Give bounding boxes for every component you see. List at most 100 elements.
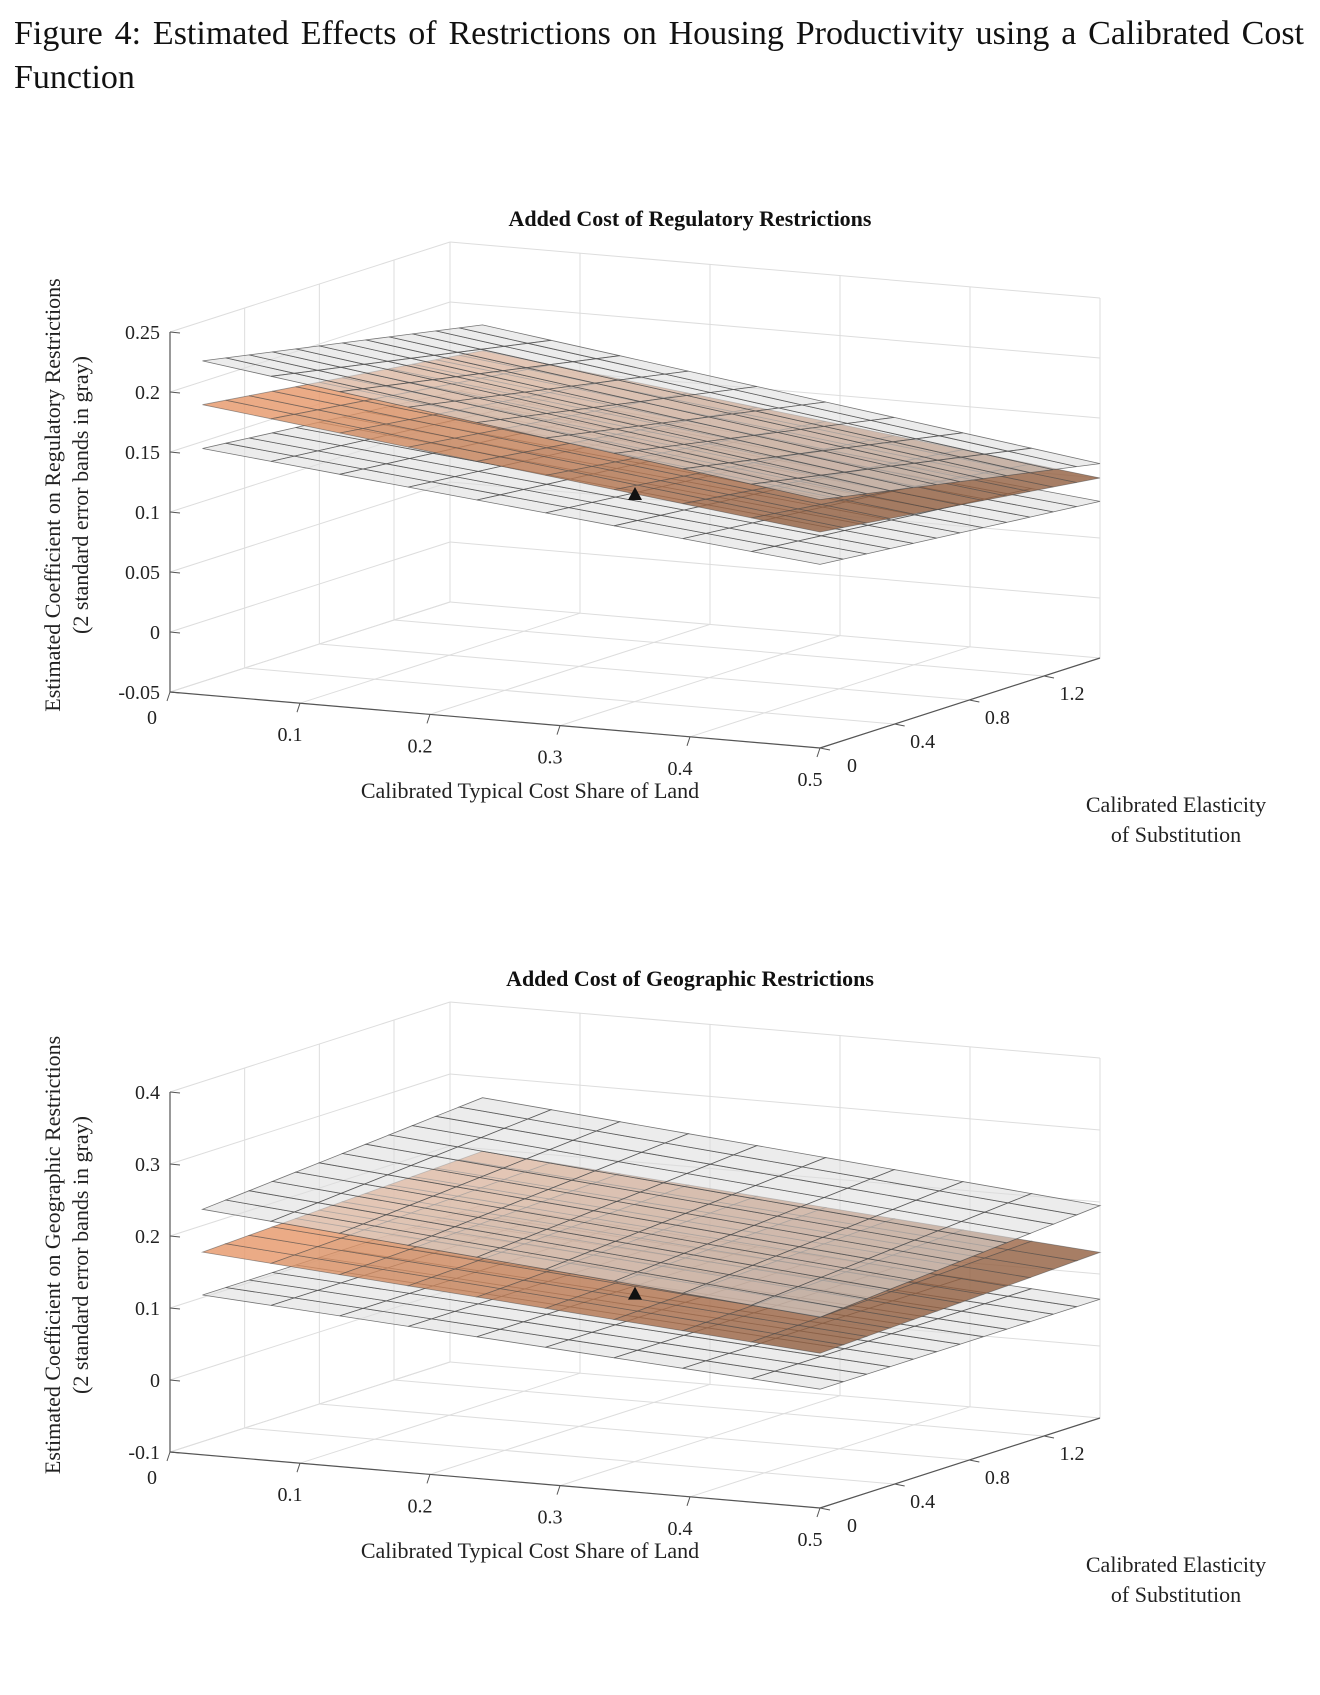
grid-line [319, 1403, 970, 1461]
z-tick-label: 0.05 [125, 562, 160, 584]
x-tick-label: 0 [147, 707, 157, 729]
x-tick-mark [166, 1451, 171, 1462]
grid-line [689, 646, 971, 738]
y-tick-label: 0.8 [985, 1467, 1010, 1489]
grid-line [244, 1427, 895, 1485]
z-tick-mark [169, 1163, 181, 1166]
x-tick-mark [556, 725, 561, 735]
y-tick-mark [894, 1483, 905, 1487]
z-tick-label: 0.2 [135, 382, 160, 404]
x-tick-mark [166, 691, 171, 702]
grid-line [169, 1001, 451, 1093]
x-axis-line [169, 691, 821, 749]
y-tick-label: 0 [847, 1515, 857, 1537]
z-tick-mark [169, 331, 181, 334]
y-axis-label-line1: Calibrated Elasticity [1086, 792, 1266, 817]
z-tick-mark [169, 691, 181, 694]
y-tick-mark [1043, 675, 1055, 679]
x-axis-label: Calibrated Typical Cost Share of Land [361, 778, 699, 803]
z-tick-mark [169, 1091, 181, 1094]
estimate-marker [628, 1286, 642, 1300]
z-axis-label-line1: Estimated Coefficient on Regulatory Rest… [40, 278, 65, 711]
z-tick-label: -0.1 [128, 1442, 160, 1464]
x-tick-mark [556, 1485, 561, 1495]
z-axis-label-line2: (2 standard error bands in gray) [68, 356, 93, 634]
y-tick-mark [819, 747, 831, 751]
grid-line [449, 241, 1101, 299]
z-tick-label: -0.05 [118, 682, 160, 704]
y-tick-label: 1.2 [1060, 683, 1085, 705]
x-tick-label: 0.1 [278, 724, 303, 746]
y-tick-mark [819, 1507, 831, 1511]
y-tick-label: 0.8 [985, 707, 1010, 729]
z-tick-label: 0.3 [135, 1154, 160, 1176]
regulatory-restrictions-chart: Added Cost of Regulatory Restrictions -0.… [40, 206, 1266, 847]
grid-line [169, 1361, 451, 1453]
grid-line [449, 541, 1101, 599]
grid-line [299, 612, 581, 704]
y-axis-label-line2: of Substitution [1111, 1582, 1241, 1607]
grid-line [449, 1073, 1101, 1131]
z-tick-mark [169, 1451, 181, 1454]
x-tick-label: 0.5 [798, 1529, 823, 1551]
x-tick-mark [686, 1496, 691, 1506]
z-tick-label: 0 [150, 1370, 160, 1392]
band-surface-cell [1007, 1288, 1101, 1308]
y-axis-label-line1: Calibrated Elasticity [1086, 1552, 1266, 1577]
grid-line [449, 1001, 1101, 1059]
estimate-marker [628, 487, 642, 500]
z-tick-label: 0.15 [125, 442, 160, 464]
z-tick-label: 0 [150, 622, 160, 644]
x-axis-line [169, 1451, 821, 1509]
grid-line [169, 1073, 451, 1165]
z-tick-mark [169, 1379, 181, 1382]
y-tick-label: 0.4 [910, 731, 935, 753]
x-tick-label: 0.2 [408, 1495, 433, 1517]
upper-band-surface [202, 324, 1101, 501]
grid-line [169, 481, 451, 573]
band-surface-cell [1008, 447, 1101, 468]
grid-line [559, 1395, 841, 1487]
grid-line [449, 1361, 1101, 1419]
grid-line [319, 643, 970, 701]
x-tick-mark [816, 747, 821, 758]
x-tick-mark [426, 714, 431, 724]
x-tick-label: 0.3 [538, 747, 563, 769]
x-tick-mark [426, 1474, 431, 1484]
grid-line [393, 1379, 1045, 1437]
grid-line [449, 301, 1101, 359]
x-tick-label: 0.4 [668, 1518, 693, 1540]
y-tick-label: 0.4 [910, 1491, 935, 1513]
z-axis-label-line1: Estimated Coefficient on Geographic Rest… [40, 1036, 65, 1474]
grid-line [299, 1372, 581, 1464]
grid-line [244, 667, 895, 725]
x-tick-label: 0.3 [538, 1507, 563, 1529]
band-surface-cell [1006, 1193, 1102, 1216]
x-tick-label: 0.5 [798, 769, 823, 791]
z-axis-label: Estimated Coefficient on Geographic Rest… [40, 1036, 93, 1474]
figure-caption: Figure 4: Estimated Effects of Restricti… [14, 15, 1304, 96]
chart-title: Added Cost of Regulatory Restrictions [509, 206, 872, 231]
x-axis-label: Calibrated Typical Cost Share of Land [361, 1538, 699, 1563]
y-axis-line [819, 1417, 1101, 1509]
grid-line [429, 1383, 711, 1475]
grid-line [169, 541, 451, 633]
z-axis-label-line2: (2 standard error bands in gray) [68, 1116, 93, 1394]
z-tick-mark [169, 631, 181, 634]
z-tick-mark [169, 391, 181, 394]
x-tick-mark [686, 736, 691, 746]
y-axis-line [819, 657, 1101, 749]
geographic-restrictions-chart: Added Cost of Geographic Restrictions -0.… [40, 966, 1266, 1607]
grid-line [559, 635, 841, 727]
z-tick-label: 0.4 [135, 1082, 160, 1104]
y-tick-mark [894, 723, 905, 727]
z-tick-label: 0.25 [125, 322, 160, 344]
z-tick-mark [169, 571, 181, 574]
x-tick-mark [296, 703, 301, 713]
x-tick-mark [816, 1507, 821, 1518]
z-tick-mark [169, 1307, 181, 1310]
y-tick-label: 0 [847, 755, 857, 777]
z-tick-mark [169, 451, 181, 454]
grid-line [169, 601, 451, 693]
z-axis-label: Estimated Coefficient on Regulatory Rest… [40, 278, 93, 711]
